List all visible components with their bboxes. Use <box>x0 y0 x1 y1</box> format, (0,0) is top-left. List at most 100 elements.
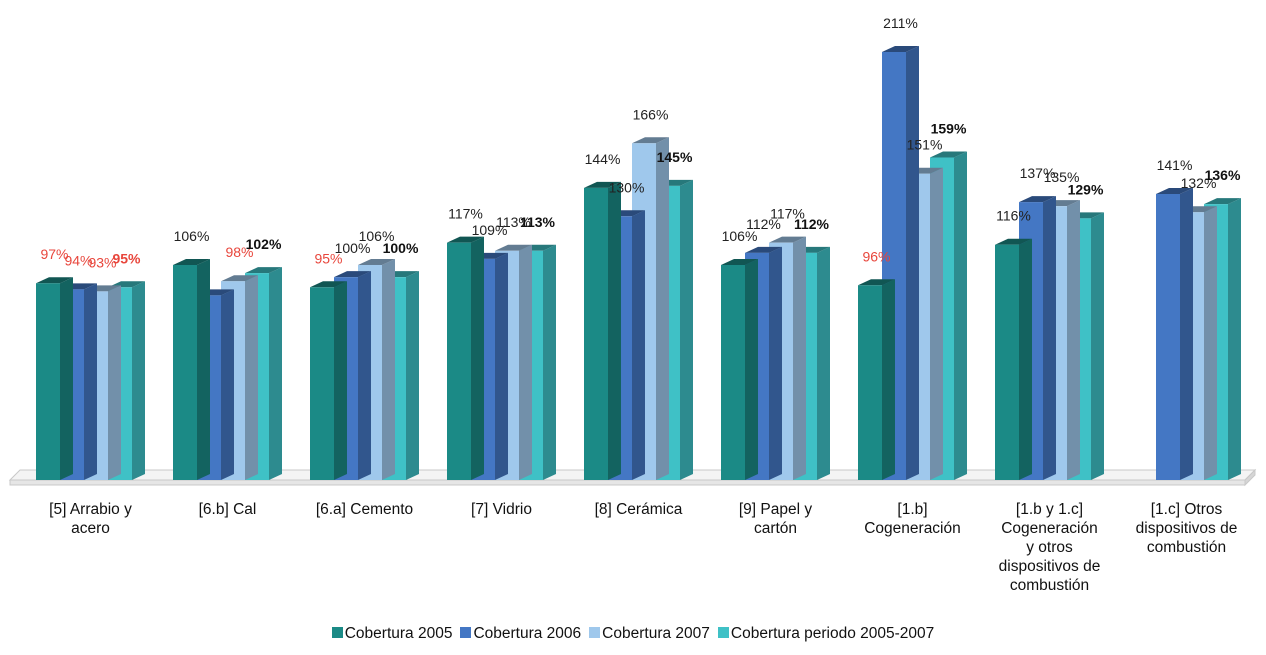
data-label: 113% <box>496 214 531 230</box>
category-label: [1.b] Cogeneración <box>864 501 961 537</box>
legend-item: Cobertura 2006 <box>460 625 581 643</box>
bar-front <box>995 244 1019 480</box>
data-label: 98% <box>225 244 253 260</box>
data-label: 130% <box>609 179 645 195</box>
bar-top <box>447 236 484 243</box>
bar <box>310 281 347 480</box>
category-label: [7] Vidrio <box>471 501 532 518</box>
bar-group <box>36 277 145 480</box>
bar-side <box>132 281 145 480</box>
bar-top <box>173 258 210 265</box>
data-label: 137% <box>1020 165 1056 181</box>
data-label: 141% <box>1157 157 1193 173</box>
bar-top <box>930 151 967 158</box>
bar-side <box>245 275 258 480</box>
bar-side <box>906 46 919 480</box>
bar-top <box>584 181 621 188</box>
bar-top <box>221 275 258 282</box>
data-label: 151% <box>907 137 943 153</box>
bar-front <box>173 264 197 480</box>
bar-group <box>858 46 967 480</box>
data-label: 136% <box>1205 167 1241 183</box>
bar-top <box>882 46 919 52</box>
bar-top <box>769 236 806 243</box>
data-label: 95% <box>112 250 141 266</box>
bar-top <box>632 137 669 144</box>
bar-top <box>858 279 895 286</box>
bar-side <box>817 246 830 480</box>
bar-front <box>721 264 745 480</box>
bar-side <box>608 181 621 480</box>
legend-label: Cobertura periodo 2005-2007 <box>730 625 935 642</box>
data-label: 106% <box>722 228 758 244</box>
bar-chart: 97%94%93%95%106%98%102%95%100%106%100%11… <box>8 15 1257 487</box>
data-label: 94% <box>64 252 92 268</box>
bar-side <box>382 258 395 480</box>
legend-swatch <box>717 627 729 638</box>
bar-group <box>310 258 419 480</box>
bar-front <box>36 283 60 480</box>
bar-side <box>930 167 943 480</box>
data-label: 109% <box>472 222 508 238</box>
category-label: [1.b y 1.c] Cogeneración y otros disposi… <box>998 501 1101 594</box>
bar <box>36 277 73 480</box>
bar-side <box>882 279 895 480</box>
bar-group <box>721 236 830 480</box>
data-label: 145% <box>657 149 693 165</box>
data-label: 132% <box>1181 175 1217 191</box>
legend-item: Cobertura 2005 <box>331 625 453 643</box>
data-label: 211% <box>883 15 918 31</box>
bar-group <box>173 258 282 480</box>
bar-side <box>84 283 97 480</box>
bar-top <box>1204 198 1241 205</box>
data-label: 166% <box>633 106 669 122</box>
legend-label: Cobertura 2007 <box>602 625 710 642</box>
bar-side <box>656 137 669 481</box>
bar-group <box>447 236 556 480</box>
bar-top <box>334 271 371 278</box>
legend-label: Cobertura 2006 <box>473 625 582 642</box>
data-label: 135% <box>1044 169 1080 185</box>
data-label: 112% <box>794 216 830 232</box>
bar-side <box>358 271 371 480</box>
legend-item: Cobertura periodo 2005-2007 <box>717 625 935 643</box>
bar-side <box>1043 196 1056 481</box>
bar-side <box>954 151 967 480</box>
bar-side <box>197 258 210 480</box>
data-label: 93% <box>88 254 116 270</box>
bar-front <box>310 287 334 480</box>
bar-top <box>310 281 347 288</box>
category-label: [9] Papel y cartón <box>738 501 813 537</box>
category-label: [6.b] Cal <box>198 501 257 518</box>
data-label: 116% <box>996 208 1031 224</box>
category-label: [8] Cerámica <box>594 501 683 518</box>
data-label: 96% <box>862 248 890 264</box>
data-label: 117% <box>448 206 483 222</box>
bar-side <box>471 236 484 480</box>
bar-side <box>495 252 508 480</box>
category-label: [5] Arrabio y acero <box>49 501 132 537</box>
data-label: 97% <box>40 246 68 262</box>
bar-top <box>1019 196 1056 203</box>
legend-label: Cobertura 2005 <box>344 625 453 642</box>
bar <box>721 258 758 480</box>
data-label: 106% <box>174 228 210 244</box>
bar-side <box>1091 212 1104 480</box>
category-label: [6.a] Cemento <box>315 501 414 518</box>
bar <box>584 181 621 480</box>
legend-swatch <box>460 627 472 638</box>
bar <box>173 258 210 480</box>
bar <box>995 238 1032 480</box>
bar-top <box>745 246 782 253</box>
bar-front <box>447 242 471 480</box>
bar-side <box>269 267 282 480</box>
chart-floor-side <box>1244 468 1256 487</box>
bar-side <box>1019 238 1032 480</box>
bar-top <box>358 258 395 265</box>
bar <box>858 279 895 480</box>
bar <box>1156 187 1193 480</box>
data-label: 144% <box>585 151 621 167</box>
bar-side <box>1067 200 1080 480</box>
bar-side <box>745 258 758 480</box>
bar-side <box>793 236 806 480</box>
